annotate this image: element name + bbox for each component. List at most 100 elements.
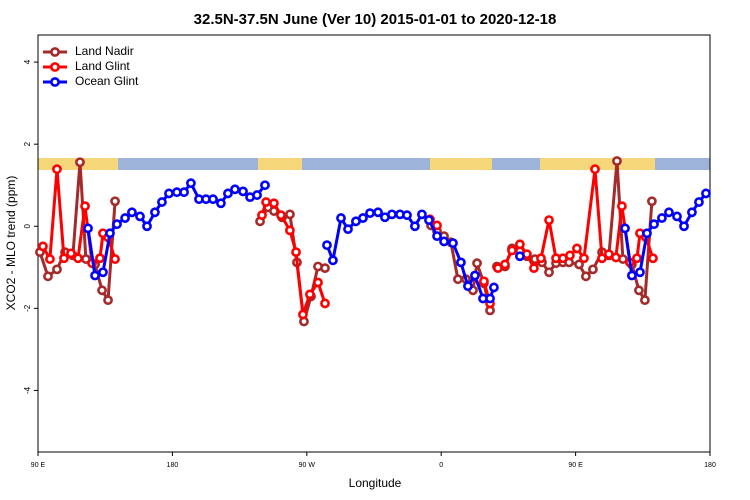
data-point (223, 188, 233, 199)
x-tick-label: 180 (167, 462, 179, 469)
data-point (127, 207, 137, 218)
data-point (507, 245, 517, 256)
data-point (470, 270, 480, 281)
data-point (647, 196, 657, 207)
data-point (489, 282, 499, 293)
data-point (536, 253, 546, 264)
data-point (97, 285, 107, 296)
data-point (456, 257, 466, 268)
data-point (635, 267, 645, 278)
data-point (581, 271, 591, 282)
x-tick-label: 90 W (299, 462, 316, 469)
data-point (186, 178, 196, 189)
data-point (313, 277, 323, 288)
data-point (529, 263, 539, 274)
data-point (112, 219, 122, 230)
data-point (291, 247, 301, 258)
data-point (687, 207, 697, 218)
data-point (95, 253, 105, 264)
data-point (179, 187, 189, 198)
data-point (150, 207, 160, 218)
data-point (626, 270, 637, 281)
data-point (664, 207, 674, 218)
data-point (453, 274, 463, 285)
data-point (417, 209, 427, 220)
data-point (694, 197, 704, 207)
plot-frame (37, 34, 711, 453)
data-point (500, 259, 510, 270)
data-point (648, 253, 658, 264)
data-point (620, 223, 630, 234)
data-point (572, 243, 582, 254)
x-tick-label: 0 (439, 462, 443, 469)
data-point (402, 210, 412, 221)
y-tick-label: 0 (23, 223, 32, 228)
data-point (365, 208, 375, 219)
legend-marker (50, 77, 60, 87)
data-point (485, 293, 495, 304)
data-point (66, 248, 76, 259)
data-point (612, 156, 622, 166)
data-point (52, 264, 62, 275)
data-point (588, 264, 598, 275)
data-point (216, 198, 226, 209)
data-point (38, 241, 48, 252)
data-point (276, 210, 286, 221)
data-point (90, 270, 100, 281)
x-axis-label: Longitude (349, 476, 402, 490)
data-point (514, 239, 525, 250)
data-point (679, 221, 689, 232)
data-point (269, 198, 279, 209)
y-tick-label: 4 (23, 59, 32, 64)
data-point (322, 240, 332, 251)
data-point (493, 263, 503, 274)
data-point (579, 253, 589, 264)
data-point (410, 221, 420, 232)
series-line (38, 159, 654, 323)
data-point (336, 213, 346, 223)
data-point (83, 223, 93, 234)
data-point (642, 228, 652, 239)
legend-label: Ocean Glint (75, 74, 139, 88)
data-point (590, 164, 600, 175)
data-point (43, 271, 53, 282)
data-point (328, 255, 338, 266)
legend-marker (50, 62, 60, 72)
legend-marker (50, 47, 60, 57)
data-point (252, 190, 262, 200)
data-point (105, 228, 115, 239)
data-point (59, 253, 69, 264)
data-point (285, 225, 295, 236)
data-point (261, 197, 271, 207)
y-tick-label: 2 (23, 141, 32, 146)
data-point (320, 298, 330, 309)
data-point (439, 236, 449, 247)
series-line (41, 167, 655, 316)
data-point (611, 252, 621, 263)
data-point (257, 210, 267, 221)
x-tick-label: 90 E (31, 462, 46, 469)
data-point (157, 197, 167, 207)
data-point (672, 211, 682, 222)
data-point (639, 295, 650, 306)
data-point (260, 180, 270, 191)
data-point (305, 289, 315, 300)
data-point (616, 201, 627, 212)
data-point (387, 209, 397, 220)
data-point (164, 188, 174, 199)
data-point (472, 258, 482, 269)
data-point (597, 253, 607, 264)
data-point (343, 224, 353, 235)
data-point (701, 188, 711, 199)
data-point (135, 211, 145, 222)
data-point (98, 267, 108, 278)
data-point (75, 157, 85, 168)
data-point (424, 215, 434, 226)
data-point (358, 213, 368, 223)
data-point (544, 267, 554, 278)
data-point (574, 259, 584, 270)
data-point (565, 250, 575, 261)
data-point (479, 276, 489, 287)
data-point (120, 213, 130, 223)
data-point (285, 209, 295, 220)
